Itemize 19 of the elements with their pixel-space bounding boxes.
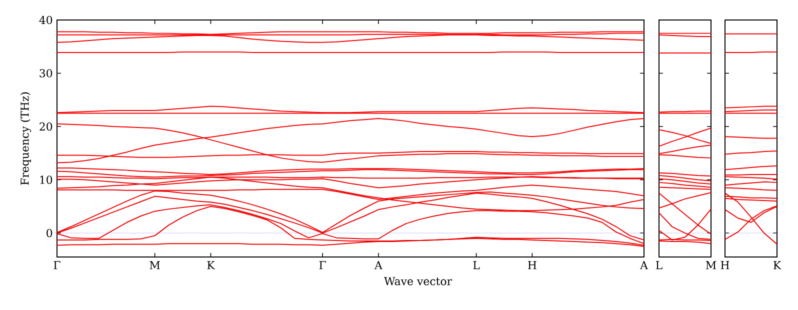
x-tick-label: A <box>374 261 383 270</box>
x-tick-label: L <box>473 261 480 270</box>
x-axis-title: Wave vector <box>384 277 452 286</box>
y-tick-label: 40 <box>39 16 52 24</box>
x-tick-label: K <box>774 261 782 270</box>
x-tick-label: M <box>706 261 716 270</box>
x-tick-label: K <box>207 261 215 270</box>
y-tick-label: 30 <box>40 69 52 78</box>
y-tick-label: 10 <box>40 176 52 184</box>
x-tick-label: A <box>640 261 648 270</box>
x-tick-label: M <box>150 261 160 270</box>
y-axis-title: Frequency (THz) <box>20 92 32 185</box>
x-tick-label: H <box>720 261 730 270</box>
y-tick-label: 0 <box>46 228 52 238</box>
x-tick-label: Γ <box>319 261 326 270</box>
x-tick-label: L <box>656 261 662 270</box>
x-tick-label: H <box>528 261 536 270</box>
y-tick-label: 20 <box>40 122 52 131</box>
x-tick-label: Γ <box>54 261 60 270</box>
